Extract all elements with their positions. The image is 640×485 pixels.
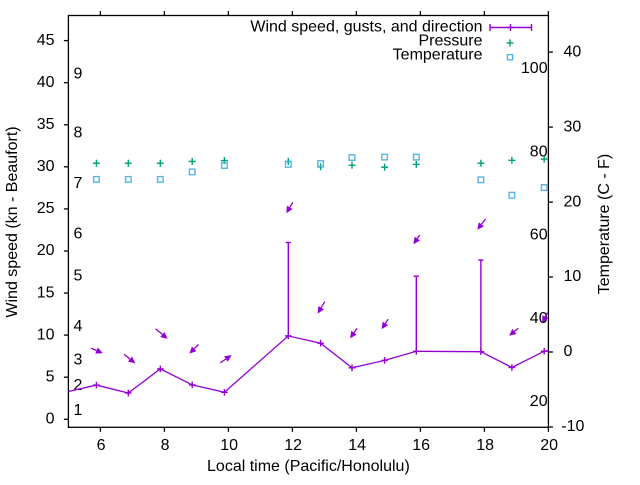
svg-text:8: 8	[161, 437, 170, 454]
svg-text:30: 30	[37, 158, 55, 175]
svg-text:0: 0	[564, 343, 573, 360]
svg-text:10: 10	[564, 268, 582, 285]
svg-text:Temperature (C - F): Temperature (C - F)	[596, 154, 613, 294]
svg-text:3: 3	[74, 352, 83, 369]
svg-text:1: 1	[74, 402, 83, 419]
svg-text:45: 45	[37, 32, 55, 49]
svg-text:30: 30	[564, 118, 582, 135]
svg-text:9: 9	[74, 66, 83, 83]
svg-text:5: 5	[74, 267, 83, 284]
svg-text:Local time (Pacific/Honolulu): Local time (Pacific/Honolulu)	[207, 458, 410, 475]
svg-text:80: 80	[530, 143, 548, 160]
svg-text:10: 10	[220, 437, 238, 454]
svg-text:20: 20	[37, 242, 55, 259]
svg-text:16: 16	[412, 437, 430, 454]
svg-text:Wind speed, gusts, and directi: Wind speed, gusts, and direction	[250, 19, 482, 36]
svg-text:60: 60	[530, 227, 548, 244]
svg-text:14: 14	[348, 437, 366, 454]
svg-text:4: 4	[74, 318, 83, 335]
svg-text:8: 8	[74, 124, 83, 141]
svg-text:20: 20	[540, 437, 558, 454]
svg-text:15: 15	[37, 284, 55, 301]
svg-text:2: 2	[74, 377, 83, 394]
svg-text:40: 40	[564, 43, 582, 60]
svg-text:10: 10	[37, 326, 55, 343]
svg-text:35: 35	[37, 116, 55, 133]
svg-text:12: 12	[284, 437, 302, 454]
svg-text:-10: -10	[561, 418, 584, 435]
svg-text:6: 6	[74, 225, 83, 242]
svg-text:Temperature: Temperature	[393, 46, 483, 63]
svg-text:40: 40	[530, 310, 548, 327]
svg-text:100: 100	[521, 60, 548, 77]
svg-text:40: 40	[37, 74, 55, 91]
svg-text:5: 5	[46, 368, 55, 385]
svg-text:20: 20	[564, 193, 582, 210]
svg-text:Pressure: Pressure	[418, 32, 482, 49]
svg-text:0: 0	[46, 411, 55, 428]
svg-text:6: 6	[97, 437, 106, 454]
svg-text:7: 7	[74, 175, 83, 192]
svg-text:20: 20	[530, 393, 548, 410]
svg-text:25: 25	[37, 200, 55, 217]
svg-text:Wind speed (kn - Beaufort): Wind speed (kn - Beaufort)	[4, 126, 21, 317]
svg-text:18: 18	[476, 437, 494, 454]
